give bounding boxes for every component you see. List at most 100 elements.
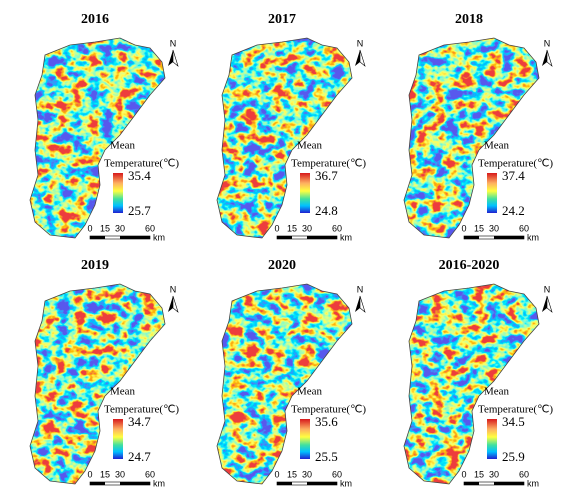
panel-title: 2017 bbox=[268, 12, 296, 27]
north-label: N bbox=[357, 38, 364, 48]
scale-label: 0 bbox=[461, 223, 466, 233]
scale-label: 15 bbox=[100, 223, 110, 233]
legend-min: 25.9 bbox=[502, 449, 525, 464]
scale-label: 15 bbox=[474, 469, 484, 479]
scale-label: 15 bbox=[287, 223, 297, 233]
scale-bar-fill bbox=[120, 236, 150, 239]
legend-label: Mean bbox=[297, 386, 323, 398]
scale-label: 60 bbox=[519, 469, 529, 479]
scale-label: 60 bbox=[145, 469, 155, 479]
panel-title: 2016-2020 bbox=[439, 258, 500, 273]
scale-bar-fill bbox=[307, 482, 337, 485]
colorbar bbox=[300, 419, 310, 459]
legend-max: 34.7 bbox=[128, 414, 151, 429]
panel-title: 2018 bbox=[455, 12, 483, 27]
north-arrow-half bbox=[172, 49, 179, 67]
scale-bar-fill bbox=[494, 482, 524, 485]
map-outline bbox=[29, 37, 166, 239]
scale-label: 0 bbox=[274, 223, 279, 233]
scale-label: 0 bbox=[87, 469, 92, 479]
legend-min: 25.5 bbox=[315, 449, 338, 464]
panel-title: 2019 bbox=[81, 258, 109, 273]
scale-bar-fill bbox=[90, 482, 105, 485]
panel-title: 2020 bbox=[268, 258, 296, 273]
north-arrow-half bbox=[359, 295, 366, 313]
legend-min: 25.7 bbox=[128, 203, 151, 218]
north-arrow bbox=[355, 296, 360, 312]
scale-unit: km bbox=[153, 478, 165, 488]
scale-label: 30 bbox=[302, 223, 312, 233]
legend-title: Temperature(℃) bbox=[478, 404, 553, 416]
colorbar bbox=[487, 419, 497, 459]
scale-bar-fill bbox=[277, 236, 292, 239]
scale-label: 30 bbox=[489, 469, 499, 479]
scale-label: 15 bbox=[474, 223, 484, 233]
scale-label: 60 bbox=[519, 223, 529, 233]
legend-label: Mean bbox=[297, 140, 323, 152]
north-label: N bbox=[544, 284, 551, 294]
colorbar bbox=[300, 173, 310, 213]
scale-bar-fill bbox=[464, 236, 479, 239]
north-arrow-half bbox=[172, 295, 179, 313]
scale-label: 0 bbox=[87, 223, 92, 233]
scale-unit: km bbox=[527, 478, 539, 488]
scale-unit: km bbox=[340, 232, 352, 242]
scale-label: 30 bbox=[115, 223, 125, 233]
scale-label: 15 bbox=[100, 469, 110, 479]
map-outline bbox=[216, 37, 353, 239]
north-label: N bbox=[170, 38, 177, 48]
map-outline bbox=[29, 283, 166, 485]
panel-title: 2016 bbox=[81, 12, 109, 27]
north-arrow bbox=[542, 296, 547, 312]
map-outline bbox=[216, 283, 353, 485]
legend-label: Mean bbox=[484, 140, 510, 152]
legend-label: Mean bbox=[484, 386, 510, 398]
scale-unit: km bbox=[527, 232, 539, 242]
legend-label: Mean bbox=[110, 140, 136, 152]
scale-bar-fill bbox=[494, 236, 524, 239]
north-arrow bbox=[542, 50, 547, 66]
north-arrow bbox=[168, 50, 173, 66]
scale-bar-fill bbox=[307, 236, 337, 239]
map-outline bbox=[403, 37, 540, 239]
scale-unit: km bbox=[153, 232, 165, 242]
north-arrow-half bbox=[546, 49, 553, 67]
map-outline bbox=[403, 283, 540, 485]
legend-label: Mean bbox=[110, 386, 136, 398]
scale-label: 15 bbox=[287, 469, 297, 479]
north-arrow bbox=[355, 50, 360, 66]
scale-unit: km bbox=[340, 478, 352, 488]
scale-label: 30 bbox=[115, 469, 125, 479]
legend-min: 24.7 bbox=[128, 449, 151, 464]
legend-min: 24.2 bbox=[502, 203, 525, 218]
colorbar bbox=[113, 173, 123, 213]
scale-bar-fill bbox=[120, 482, 150, 485]
scale-label: 0 bbox=[274, 469, 279, 479]
legend-max: 35.6 bbox=[315, 414, 338, 429]
north-arrow-half bbox=[359, 49, 366, 67]
scale-label: 0 bbox=[461, 469, 466, 479]
colorbar bbox=[113, 419, 123, 459]
north-label: N bbox=[170, 284, 177, 294]
scale-bar-fill bbox=[90, 236, 105, 239]
legend-title: Temperature(℃) bbox=[104, 404, 179, 416]
scale-label: 60 bbox=[332, 223, 342, 233]
legend-min: 24.8 bbox=[315, 203, 338, 218]
scale-bar-fill bbox=[464, 482, 479, 485]
legend-max: 35.4 bbox=[128, 168, 151, 183]
legend-title: Temperature(℃) bbox=[478, 158, 553, 170]
legend-title: Temperature(℃) bbox=[291, 158, 366, 170]
scale-bar-fill bbox=[277, 482, 292, 485]
legend-title: Temperature(℃) bbox=[291, 404, 366, 416]
north-arrow-half bbox=[546, 295, 553, 313]
north-arrow bbox=[168, 296, 173, 312]
scale-label: 60 bbox=[145, 223, 155, 233]
scale-label: 60 bbox=[332, 469, 342, 479]
north-label: N bbox=[357, 284, 364, 294]
